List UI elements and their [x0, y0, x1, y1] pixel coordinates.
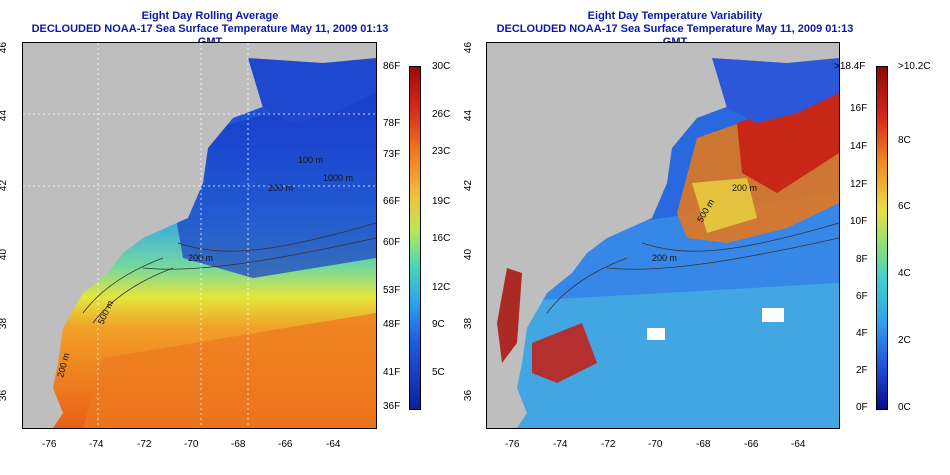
left-colorbar-c-label: 30C	[432, 61, 451, 72]
right-colorbar-f-label: 12F	[850, 179, 868, 190]
left-x-tick: -68	[231, 439, 246, 450]
left-colorbar-f-label: 78F	[383, 118, 401, 129]
right-y-tick: 46	[463, 41, 475, 54]
left-y-tick: 36	[0, 389, 10, 402]
left-colorbar-f-label: 66F	[383, 196, 401, 207]
right-x-tick: -66	[744, 439, 759, 450]
left-colorbar-c-label: 26C	[432, 109, 451, 120]
left-colorbar-f-label: 48F	[383, 319, 401, 330]
right-colorbar-c-label: 6C	[898, 201, 911, 212]
left-colorbar-f-label: 41F	[383, 367, 401, 378]
right-colorbar-c-label: 2C	[898, 335, 911, 346]
right-colorbar-f-label: 10F	[850, 216, 868, 227]
left-x-tick: -74	[89, 439, 104, 450]
right-colorbar-f-label: 4F	[856, 328, 868, 339]
right-x-tick: -68	[696, 439, 711, 450]
left-y-tick: 38	[0, 317, 10, 330]
left-x-tick: -66	[278, 439, 293, 450]
left-colorbar-f-label: 73F	[383, 149, 401, 160]
left-colorbar-c-label: 12C	[432, 282, 451, 293]
left-colorbar	[409, 66, 421, 410]
left-title-line1: Eight Day Rolling Average	[141, 10, 279, 22]
right-colorbar-f-label: 2F	[856, 365, 868, 376]
left-y-tick: 44	[0, 109, 10, 122]
right-x-tick: -70	[648, 439, 663, 450]
right-contour-label: 200 m	[652, 253, 677, 263]
left-contour-label: 1000 m	[323, 173, 353, 183]
left-colorbar-f-label: 86F	[383, 61, 401, 72]
right-colorbar-f-label: 14F	[850, 141, 868, 152]
left-colorbar-c-label: 9C	[432, 319, 445, 330]
right-title-line1: Eight Day Temperature Variability	[587, 10, 763, 22]
left-contour-label: 100 m	[298, 155, 323, 165]
right-colorbar-f-label: 6F	[856, 291, 868, 302]
left-x-tick: -70	[184, 439, 199, 450]
left-sst-map: 200 m 500 m 200 m 100 m 200 m 1000 m	[22, 42, 377, 429]
right-colorbar-f-label: 0F	[856, 402, 868, 413]
right-x-tick: -76	[505, 439, 520, 450]
left-colorbar-f-label: 53F	[383, 285, 401, 296]
right-x-tick: -72	[601, 439, 616, 450]
right-x-tick: -74	[553, 439, 568, 450]
right-colorbar-c-label: 8C	[898, 135, 911, 146]
right-y-tick: 42	[463, 179, 475, 192]
left-y-tick: 46	[0, 41, 10, 54]
right-y-tick: 40	[463, 248, 475, 261]
left-colorbar-f-label: 60F	[383, 237, 401, 248]
right-colorbar-c-label: 4C	[898, 268, 911, 279]
left-colorbar-c-label: 19C	[432, 196, 451, 207]
left-contour-label: 200 m	[268, 183, 293, 193]
right-colorbar-f-label: 16F	[850, 103, 868, 114]
right-colorbar-c-label: 0C	[898, 402, 911, 413]
right-y-tick: 38	[463, 317, 475, 330]
left-y-tick: 40	[0, 248, 10, 261]
right-colorbar-f-label: >18.4F	[834, 61, 866, 72]
left-colorbar-f-label: 36F	[383, 401, 401, 412]
right-y-tick: 36	[463, 389, 475, 402]
right-colorbar-f-label: 8F	[856, 254, 868, 265]
left-land	[23, 43, 376, 428]
left-colorbar-c-label: 23C	[432, 146, 451, 157]
right-x-tick: -64	[791, 439, 806, 450]
right-colorbar	[876, 66, 888, 410]
right-variability-map: 200 m 500 m 200 m	[486, 42, 840, 429]
right-contour-label: 200 m	[732, 183, 757, 193]
right-land	[487, 43, 839, 428]
left-y-tick: 42	[0, 179, 10, 192]
right-colorbar-c-label: >10.2C	[898, 61, 931, 72]
left-colorbar-c-label: 5C	[432, 367, 445, 378]
left-x-tick: -76	[42, 439, 57, 450]
left-colorbar-c-label: 16C	[432, 233, 451, 244]
left-contour-label: 200 m	[188, 253, 213, 263]
left-x-tick: -64	[326, 439, 341, 450]
left-x-tick: -72	[137, 439, 152, 450]
right-y-tick: 44	[463, 109, 475, 122]
